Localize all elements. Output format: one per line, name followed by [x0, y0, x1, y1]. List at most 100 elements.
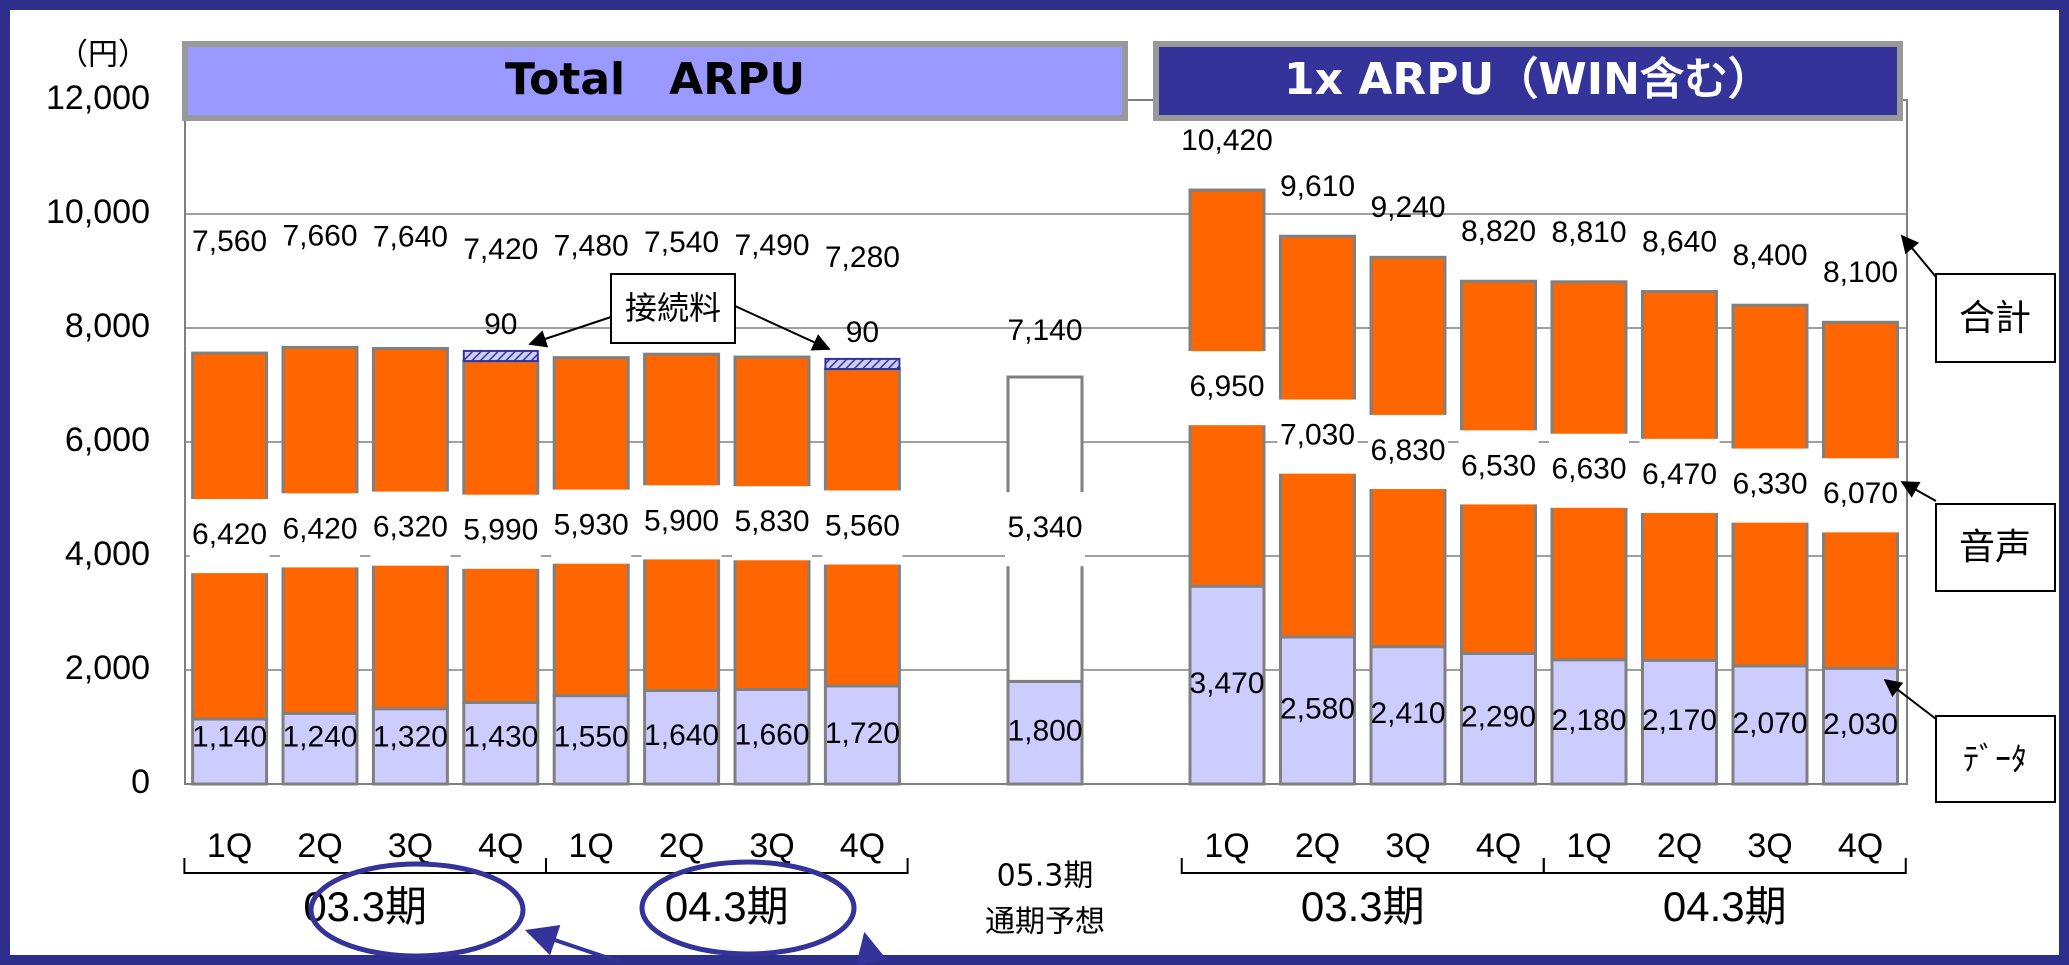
data-label: 6,070 [1823, 477, 1898, 510]
total-label: 7,140 [1007, 314, 1082, 347]
total-label: 8,820 [1461, 215, 1536, 248]
bar-segment [824, 357, 901, 371]
bar-segment [643, 689, 721, 786]
x-tick-label: 通期予想 [985, 905, 1105, 940]
bar-segment [1731, 664, 1809, 786]
total-label: 8,100 [1823, 256, 1898, 289]
x-tick-label: 1Q [1566, 827, 1611, 865]
axis-break [280, 493, 360, 568]
axis-break [1458, 430, 1539, 505]
data-label: 5,830 [734, 505, 809, 538]
data-label: 7,030 [1280, 419, 1355, 452]
bar-segment [1641, 658, 1718, 786]
axis-break [732, 486, 812, 561]
total-label: 7,660 [282, 219, 357, 252]
data-label: 6,420 [192, 518, 267, 551]
x-tick-label: 4Q [1476, 827, 1521, 865]
group-label: 04.3期 [665, 883, 789, 930]
callout-arrow [528, 316, 612, 348]
total-label: 7,560 [192, 225, 267, 258]
total-label: 8,810 [1551, 216, 1626, 249]
data-label: 6,470 [1642, 458, 1717, 491]
data-label: 6,330 [1732, 468, 1807, 501]
panel-title-box [182, 41, 1128, 121]
data-label: 1,550 [554, 720, 629, 753]
data-label: 5,560 [825, 509, 900, 542]
axis-break [1368, 414, 1448, 490]
axis-break [641, 485, 722, 560]
total-label: 7,540 [644, 226, 719, 259]
data-label: 6,630 [1551, 453, 1626, 486]
data-label: 1,640 [644, 719, 719, 752]
legend-box [1935, 715, 2056, 803]
bar-segment [1460, 651, 1537, 786]
data-label: 2,180 [1551, 704, 1626, 737]
x-tick-label: 2Q [659, 827, 704, 865]
data-label: 1,320 [373, 720, 448, 753]
data-label: 5,990 [463, 514, 538, 547]
data-label: 2,030 [1823, 708, 1898, 741]
x-tick-label: 4Q [1838, 827, 1883, 865]
total-label: 7,420 [463, 233, 538, 266]
axis-break [370, 491, 451, 566]
bar-segment [371, 707, 449, 786]
data-label: 1,140 [192, 720, 267, 753]
y-unit: （円） [58, 38, 148, 73]
x-tick-label: 1Q [569, 827, 614, 865]
x-tick-label: 05.3期 [997, 859, 1094, 894]
group-label: 04.3期 [1663, 883, 1787, 930]
x-tick-label: 2Q [1295, 827, 1340, 865]
bar-segment [281, 711, 359, 786]
total-label: 8,640 [1642, 225, 1717, 258]
legend-box [1935, 503, 2056, 592]
total-label: 7,640 [373, 220, 448, 253]
data-label: 6,830 [1370, 434, 1445, 467]
callout-arrow [734, 305, 831, 351]
data-label: 2,070 [1732, 707, 1807, 740]
axis-break [1005, 492, 1085, 567]
axis-break [1187, 351, 1267, 426]
plot-area: 0 2,000 4,000 6,000 8,000 10,000 12,000 6,420 1,… [46, 41, 1908, 940]
bar-segment [462, 349, 539, 363]
data-label: 6,950 [1189, 370, 1264, 403]
axis-break [1277, 399, 1358, 474]
x-tick-label: 3Q [1385, 827, 1430, 865]
x-tick-label: 1Q [1204, 827, 1249, 865]
y-tick-label: 10,000 [46, 193, 150, 231]
axis-break [551, 489, 632, 564]
data-label: 5,930 [554, 509, 629, 542]
bar-segment [1369, 645, 1447, 786]
bar-segment [1188, 584, 1266, 786]
data-label: 1,800 [1007, 715, 1082, 748]
legend-box [1935, 273, 2056, 363]
axis-break [822, 490, 903, 565]
y-tick-label: 6,000 [65, 421, 150, 459]
total-label: 9,240 [1370, 191, 1445, 224]
x-tick-label: 1Q [207, 827, 252, 865]
legend-label: 音声 [1959, 527, 2031, 568]
group-bracket [1542, 858, 1907, 874]
bar-segment [462, 700, 540, 786]
x-tick-label: 3Q [1747, 827, 1792, 865]
data-label: 2,290 [1461, 701, 1536, 734]
data-label: 2,410 [1370, 697, 1445, 730]
data-label: 1,660 [734, 719, 809, 752]
callout-box [610, 273, 736, 344]
x-tick-label: 4Q [840, 827, 885, 865]
data-label: 2,170 [1642, 704, 1717, 737]
total-label: 7,480 [554, 230, 629, 263]
x-tick-label: 2Q [297, 827, 342, 865]
data-label: 90 [846, 316, 879, 349]
y-tick-label: 2,000 [65, 649, 150, 687]
panel-title: Total ARPU [505, 54, 805, 105]
highlight-ellipse [308, 861, 526, 959]
total-label: 10,420 [1181, 124, 1273, 157]
y-tick-label: 0 [131, 763, 150, 801]
y-tick-label: 12,000 [46, 79, 150, 117]
group-bracket [545, 858, 909, 874]
x-tick-label: 3Q [388, 827, 433, 865]
x-tick-label: 2Q [1657, 827, 1702, 865]
total-label: 8,400 [1732, 239, 1807, 272]
